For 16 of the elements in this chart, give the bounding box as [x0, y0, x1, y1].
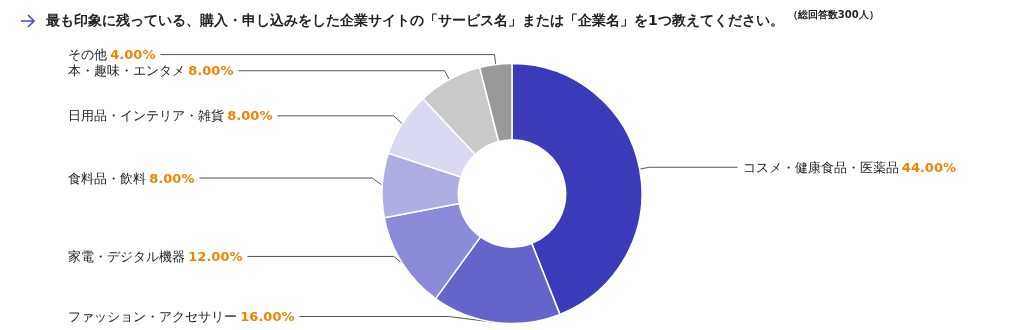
data-label: 44.00%: [901, 159, 956, 175]
slice-label: 食料品・飲料: [68, 170, 146, 186]
data-label: 4.00%: [110, 47, 156, 63]
data-label: 8.00%: [227, 108, 273, 124]
slice-label: ファッション・アクセサリー: [68, 309, 237, 324]
chart-subtitle: （総回答数300人）: [787, 8, 879, 22]
data-label: 8.00%: [149, 170, 195, 186]
slice-label: コスメ・健康食品・医薬品: [742, 159, 899, 175]
data-label: 16.00%: [240, 309, 295, 324]
chart-title: 最も印象に残っている、購入・申し込みをした企業サイトの「サービス名」または「企業名」を1つ教えてください。: [46, 12, 784, 30]
slice-label: 本・趣味・エンタメ: [68, 63, 185, 79]
slice-label: その他: [68, 47, 107, 63]
slice-label: 家電・デジタル機器: [68, 248, 185, 264]
data-label: 12.00%: [188, 248, 243, 264]
slice-label: 日用品・インテリア・雑貨: [68, 108, 224, 124]
data-label: 8.00%: [188, 63, 234, 79]
